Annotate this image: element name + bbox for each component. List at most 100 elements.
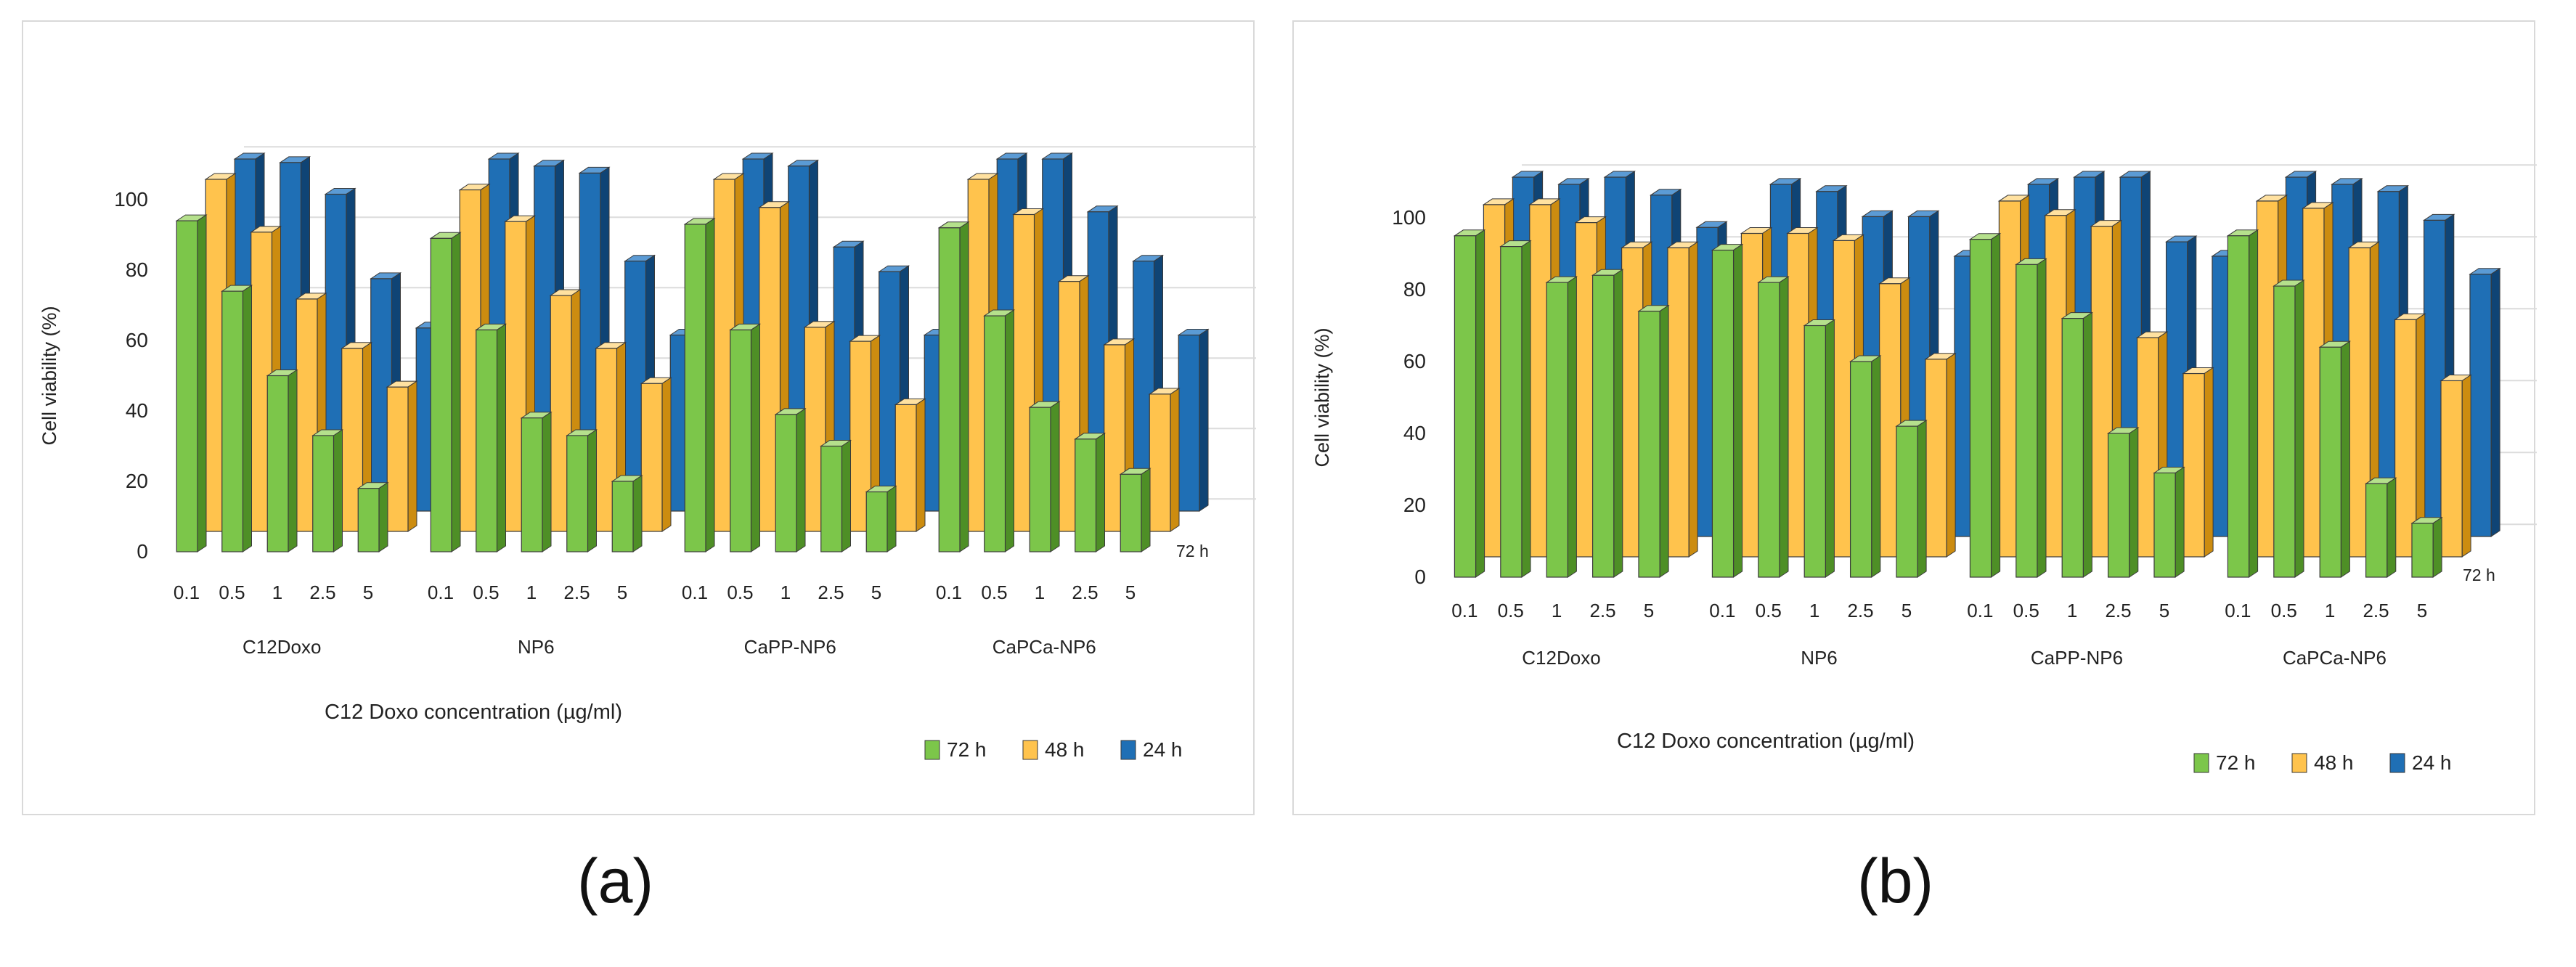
x-tick-label: 5 [871, 582, 881, 603]
bar-front-face [521, 417, 543, 552]
bar-front-face [984, 315, 1006, 552]
bar-side-face [841, 439, 851, 552]
bar-side-face [1659, 304, 1669, 578]
bar [1453, 229, 1486, 578]
x-tick-label: 1 [2325, 600, 2335, 621]
x-tick-label: 0.5 [473, 582, 499, 603]
bar-front-face [938, 227, 961, 552]
y-tick-label: 60 [126, 329, 148, 351]
x-tick-label: 0.1 [1709, 600, 1735, 621]
y-tick-label: 40 [126, 399, 148, 422]
y-axis-label: Cell viability (%) [38, 306, 60, 445]
bar [820, 439, 852, 552]
bar-side-face [2490, 267, 2500, 537]
bar-front-face [312, 435, 335, 552]
bar-side-face [1050, 401, 1060, 552]
bar-front-face [2411, 523, 2434, 578]
x-tick-label: 0.1 [174, 582, 200, 603]
bar [983, 309, 1016, 552]
bar-front-face [2273, 285, 2296, 578]
bar-front-face [865, 491, 888, 552]
bar-side-face [959, 221, 969, 552]
group-label: CaPP-NP6 [2031, 647, 2123, 669]
x-tick-label: 0.5 [981, 582, 1007, 603]
x-tick-label: 1 [1809, 600, 1819, 621]
bar-front-face [2469, 274, 2492, 537]
bar [1074, 432, 1106, 552]
x-tick-label: 5 [617, 582, 627, 603]
bar [221, 285, 253, 552]
y-axis-label: Cell viability (%) [1311, 327, 1333, 467]
bar [1895, 420, 1928, 578]
bar [878, 265, 910, 512]
bar-front-face [1849, 361, 1872, 578]
legend-label: 48 h [2314, 751, 2354, 774]
bar-side-face [632, 475, 643, 552]
bar [2469, 267, 2501, 537]
bar-side-face [1199, 328, 1209, 512]
bar-front-face [2061, 318, 2084, 578]
bar-side-face [886, 485, 897, 552]
x-tick-label: 1 [780, 582, 791, 603]
bar-side-face [1096, 432, 1105, 552]
chart-a-svg: 0 20 40 60 80 100 Cell viability (%) 0.1 0.5 1 2.5… [38, 146, 1256, 761]
bar-side-face [1917, 420, 1927, 578]
y-tick-label: 20 [1403, 494, 1426, 516]
bar-side-face [333, 429, 343, 552]
bar-front-face [640, 383, 663, 532]
x-tick-label: 0.1 [2225, 600, 2251, 621]
x-tick-label: 0.1 [936, 582, 962, 603]
x-tick-label: 1 [2067, 600, 2077, 621]
bar-front-face [221, 290, 244, 552]
group-label: NP6 [1801, 647, 1838, 669]
bar [520, 411, 553, 552]
bar [1924, 352, 1957, 558]
x-tick-label: 5 [363, 582, 373, 603]
bar-front-face [894, 404, 917, 532]
y-tick-label: 20 [126, 470, 148, 492]
x-tick-label: 2.5 [818, 582, 844, 603]
bar [1803, 319, 1836, 578]
legend: 72 h 48 h 24 h [2193, 751, 2452, 774]
x-tick-label: 0.5 [727, 582, 753, 603]
legend-label: 72 h [947, 738, 987, 761]
bar-front-face [476, 329, 498, 552]
bar-side-face [2249, 229, 2259, 578]
bar [1591, 269, 1624, 578]
y-tick-label: 100 [114, 188, 148, 211]
bar-side-face [2340, 340, 2350, 578]
bar [2182, 367, 2214, 558]
bar-front-face [566, 435, 589, 552]
x-tick-label: 2.5 [309, 582, 335, 603]
bar [937, 221, 970, 552]
legend-label: 48 h [1045, 738, 1085, 761]
group-label: NP6 [518, 636, 555, 658]
bar-side-face [1991, 232, 2001, 578]
x-tick-label: 2.5 [1847, 600, 1873, 621]
bar [865, 485, 897, 552]
x-tick-label: 0.5 [1756, 600, 1782, 621]
panel-label-a: (a) [577, 846, 654, 916]
bar-side-face [2037, 258, 2047, 578]
x-tick-label: 5 [1125, 582, 1136, 603]
bar [429, 232, 462, 552]
bar [774, 407, 807, 552]
bar-side-face [1521, 240, 1531, 578]
bar [566, 429, 598, 552]
bar-front-face [2015, 264, 2038, 578]
x-tick-label: 0.5 [219, 582, 245, 603]
bar [729, 323, 762, 552]
bar-side-face [705, 217, 715, 552]
bar-side-face [542, 411, 552, 552]
bar-side-face [288, 369, 298, 552]
bar-front-face [820, 445, 843, 552]
group-label: CaPP-NP6 [744, 636, 836, 658]
chart-b-svg: 0 20 40 60 80 100 Cell viability (%) 0.1 0.5 1 2.5… [1311, 164, 2537, 774]
bar-side-face [1688, 241, 1698, 558]
bar-side-face [2294, 280, 2304, 578]
bar [504, 215, 537, 532]
x-tick-label: 5 [1902, 600, 1912, 621]
bar [2410, 516, 2443, 578]
bar-front-face [176, 220, 198, 552]
bar-side-face [916, 398, 926, 532]
